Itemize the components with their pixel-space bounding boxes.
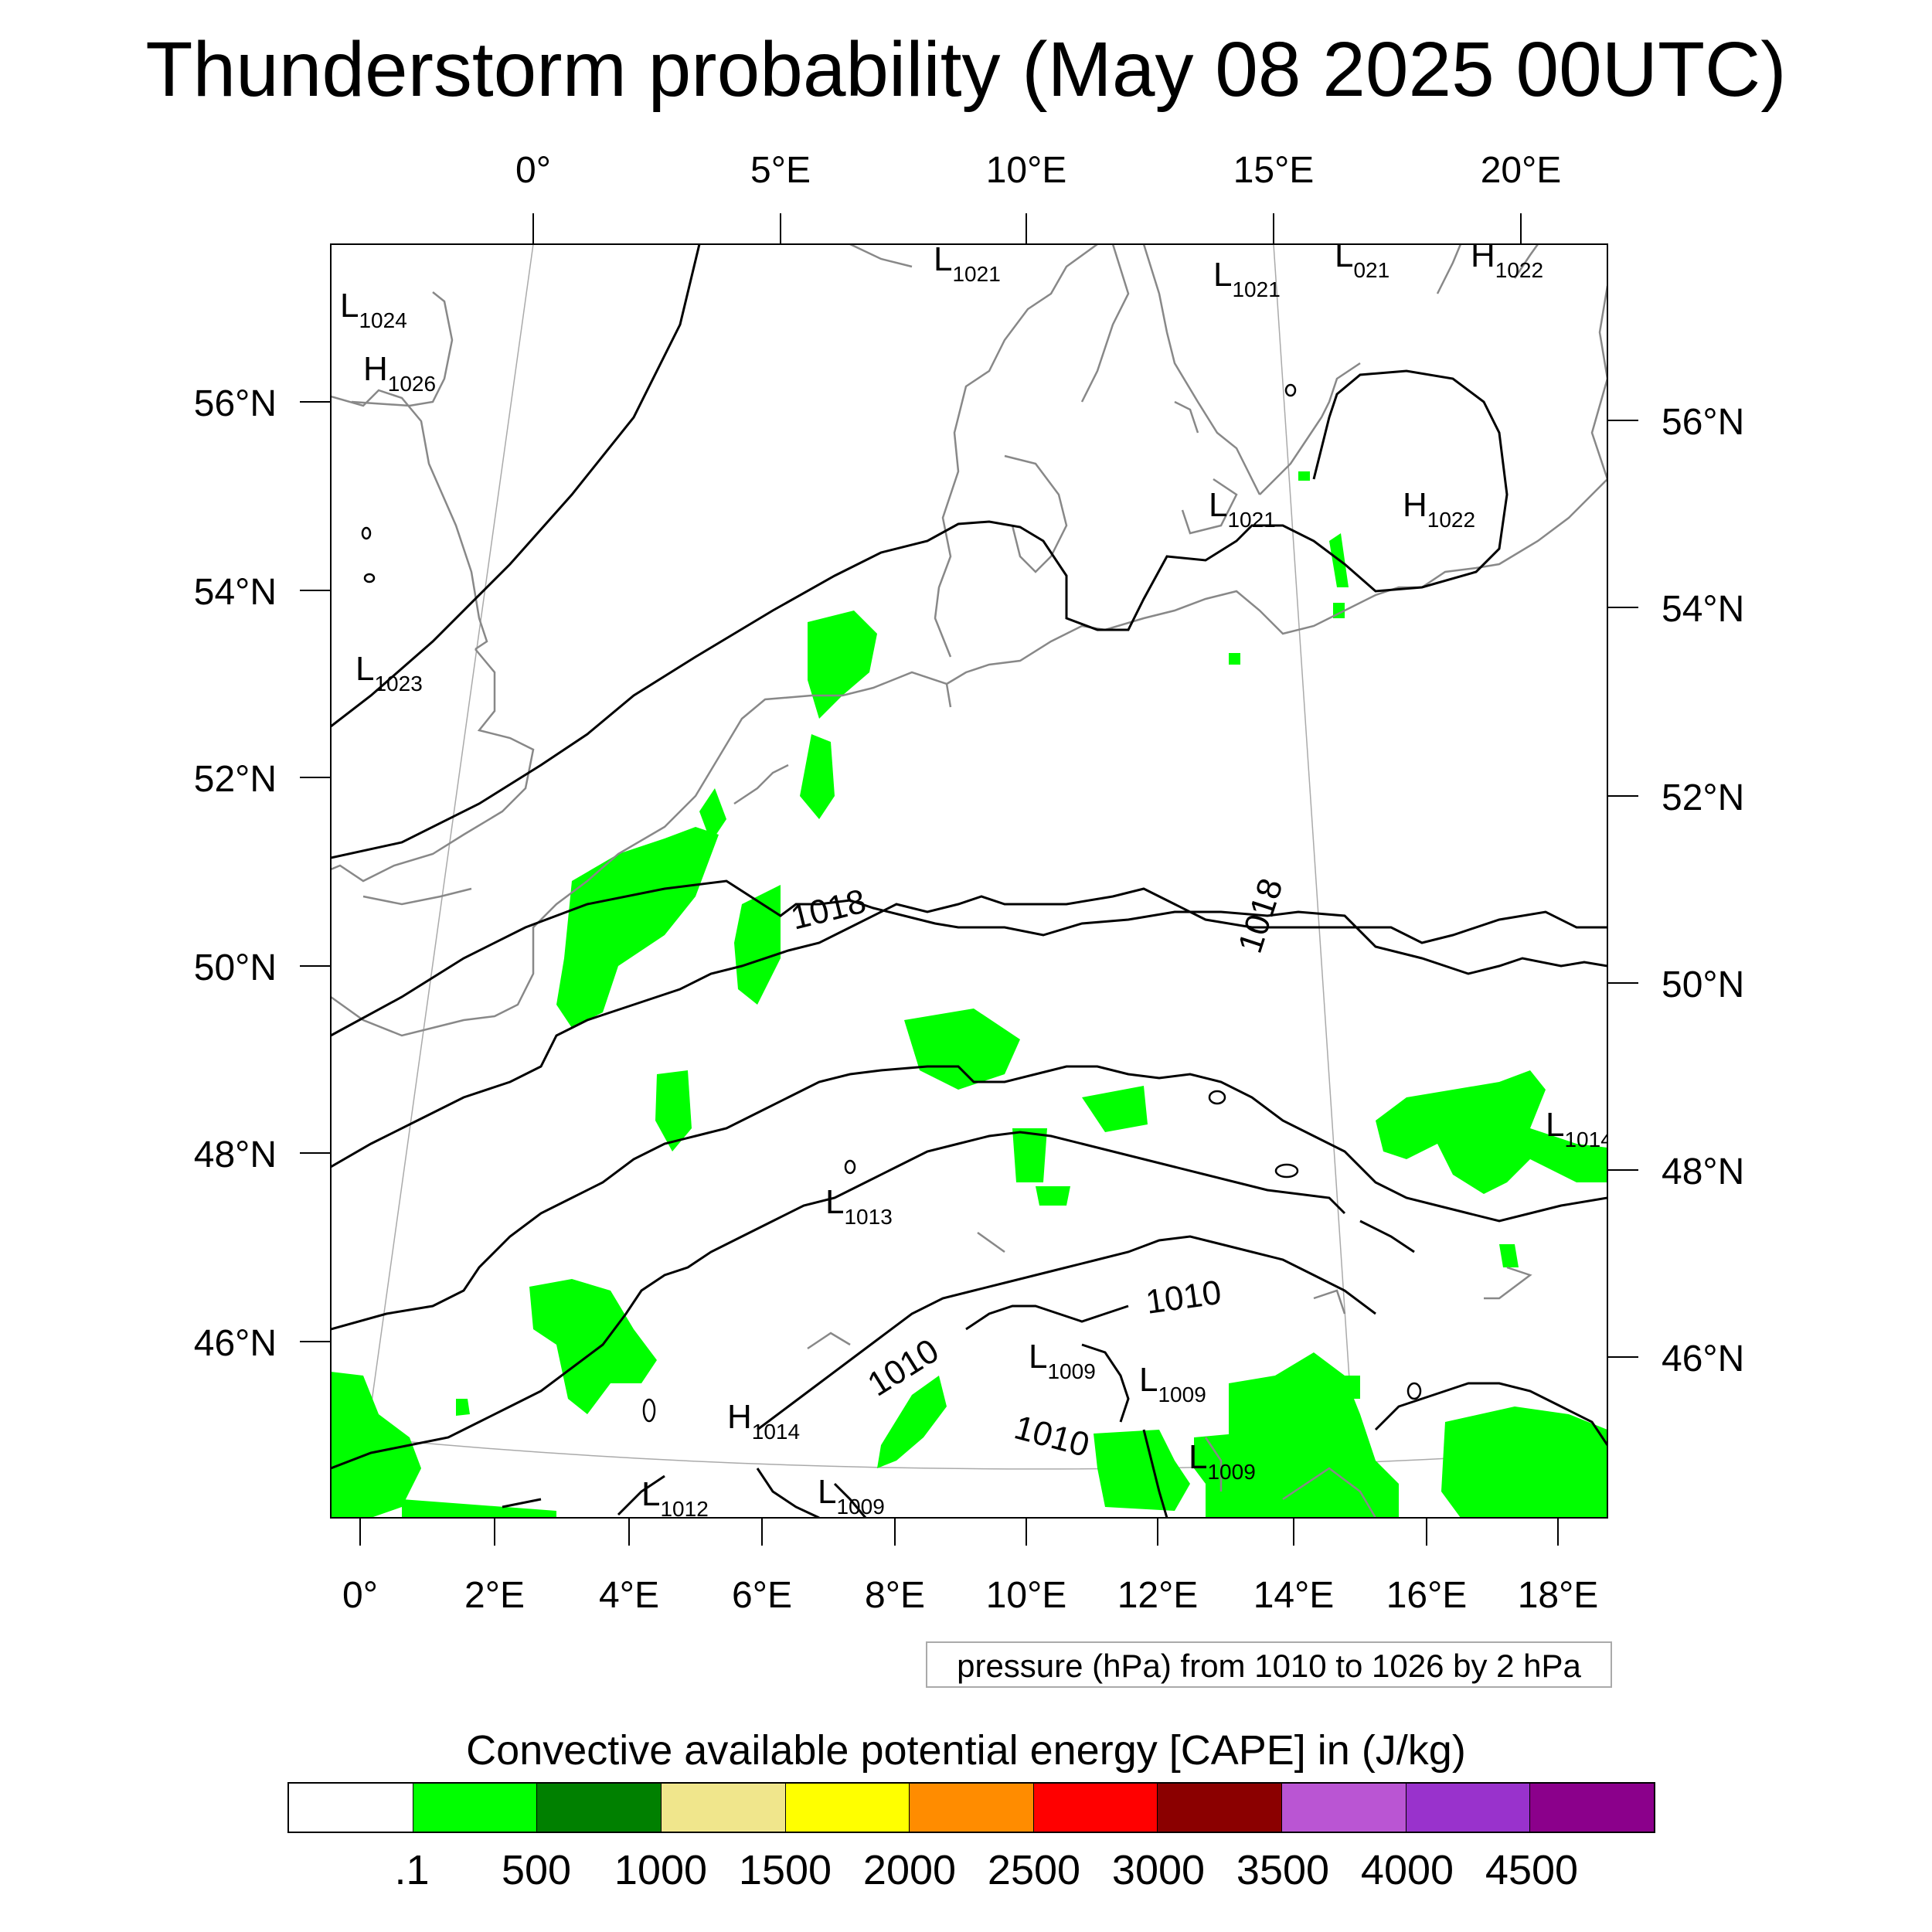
- pressure-center-label: L1009: [818, 1473, 885, 1519]
- lat-tick-label: 48°N: [1662, 1151, 1744, 1192]
- left-lat-labels: 56°N 54°N 52°N 50°N 48°N 46°N: [194, 383, 277, 1364]
- lat-tick-label: 54°N: [1662, 589, 1744, 630]
- right-lat-ticks: [1607, 420, 1638, 1358]
- lat-tick-label: 54°N: [194, 572, 277, 613]
- colorbar-label: 3000: [1111, 1847, 1206, 1893]
- pressure-center-label: L1021: [934, 240, 1001, 286]
- colorbar-segment: [1282, 1784, 1406, 1832]
- colorbar-label: .1: [394, 1847, 430, 1893]
- lon-tick-label: 12°E: [1117, 1575, 1199, 1616]
- pressure-center-label: L1012: [641, 1475, 709, 1521]
- isobar-loops: [361, 383, 1422, 1423]
- pressure-center-label: L1009: [1189, 1438, 1256, 1484]
- pressure-legend: pressure (hPa) from 1010 to 1026 by 2 hP…: [926, 1641, 1612, 1688]
- pressure-center-label: L1013: [825, 1183, 893, 1229]
- colorbar-segment: [1406, 1784, 1531, 1832]
- colorbar-segment: [1158, 1784, 1283, 1832]
- colorbar-label: 4500: [1485, 1847, 1579, 1893]
- colorbar-segment: [785, 1784, 910, 1832]
- lat-tick-label: 50°N: [194, 947, 277, 988]
- coastlines: [331, 244, 1607, 1518]
- lon-tick-label: 5°E: [750, 150, 811, 191]
- colorbar-label: 2500: [987, 1847, 1081, 1893]
- colorbar-segment: [289, 1784, 413, 1832]
- top-lon-ticks: [532, 213, 1522, 244]
- lon-tick-label: 8°E: [865, 1575, 925, 1616]
- left-lat-ticks: [300, 401, 331, 1342]
- lon-tick-label: 18°E: [1518, 1575, 1599, 1616]
- lat-tick-label: 50°N: [1662, 964, 1744, 1005]
- colorbar-segment: [413, 1784, 538, 1832]
- pressure-center-label: L1021: [1213, 256, 1281, 301]
- lat-tick-label: 46°N: [194, 1323, 277, 1364]
- pressure-center-label: L1021: [1209, 486, 1276, 532]
- pressure-center-label: L1009: [1139, 1361, 1206, 1406]
- lon-tick-label: 6°E: [732, 1575, 792, 1616]
- map-title: Thunderstorm probability (May 08 2025 00…: [145, 26, 1787, 113]
- colorbar-label: 1500: [738, 1847, 832, 1893]
- colorbar-label: 4000: [1360, 1847, 1454, 1893]
- colorbar-title: Convective available potential energy [C…: [466, 1727, 1466, 1774]
- pressure-center-label: L021: [1335, 236, 1389, 282]
- bottom-lon-labels: 0° 2°E 4°E 6°E 8°E 10°E 12°E 14°E 16°E 1…: [342, 1575, 1598, 1616]
- lat-tick-label: 48°N: [194, 1134, 277, 1175]
- colorbar-label: 3500: [1236, 1847, 1330, 1893]
- lon-tick-label: 15°E: [1233, 150, 1315, 191]
- lat-tick-label: 46°N: [1662, 1338, 1744, 1379]
- colorbar-segment: [661, 1784, 786, 1832]
- bottom-lon-ticks: [359, 1518, 1559, 1546]
- colorbar-label: 1000: [614, 1847, 708, 1893]
- lon-tick-label: 16°E: [1386, 1575, 1468, 1616]
- top-lon-labels: 0° 5°E 10°E 15°E 20°E: [515, 150, 1561, 191]
- pressure-center-label: L1009: [1029, 1338, 1096, 1383]
- lat-tick-label: 52°N: [194, 759, 277, 800]
- colorbar-segment: [1033, 1784, 1158, 1832]
- lat-tick-label: 56°N: [194, 383, 277, 424]
- plot-frame: [330, 243, 1608, 1519]
- pressure-center-label: L1014: [1546, 1106, 1613, 1151]
- lon-tick-label: 10°E: [986, 1575, 1067, 1616]
- colorbar-segment: [537, 1784, 662, 1832]
- lat-tick-label: 52°N: [1662, 777, 1744, 818]
- graticule: [331, 244, 1607, 1518]
- lon-tick-label: 0°: [515, 150, 551, 191]
- cape-areas: [331, 471, 1607, 1518]
- pressure-center-label: H1022: [1471, 236, 1543, 282]
- lon-tick-label: 10°E: [986, 150, 1067, 191]
- pressure-center-label: H1022: [1403, 486, 1475, 532]
- pressure-center-label: L1023: [355, 650, 423, 696]
- map-plot-area: L1021 L1021 L021 H1022 L1024 H1026 L1023…: [331, 236, 1613, 1521]
- isobars: [331, 244, 1607, 1518]
- lon-tick-label: 20°E: [1481, 150, 1562, 191]
- lon-tick-label: 4°E: [599, 1575, 659, 1616]
- right-lat-labels: 56°N 54°N 52°N 50°N 48°N 46°N: [1662, 402, 1744, 1379]
- pressure-centers: L1021 L1021 L021 H1022 L1024 H1026 L1023…: [340, 236, 1613, 1521]
- pressure-center-label: H1026: [363, 350, 436, 396]
- colorbar-segment: [1530, 1784, 1655, 1832]
- colorbar-label: 500: [501, 1847, 572, 1893]
- pressure-center-label: L1024: [340, 287, 407, 332]
- lon-tick-label: 14°E: [1253, 1575, 1335, 1616]
- lon-tick-label: 0°: [342, 1575, 378, 1616]
- lat-tick-label: 56°N: [1662, 402, 1744, 443]
- colorbar-label: 2000: [862, 1847, 957, 1893]
- pressure-center-label: H1014: [727, 1398, 800, 1444]
- colorbar: [287, 1782, 1655, 1833]
- colorbar-segment: [910, 1784, 1034, 1832]
- lon-tick-label: 2°E: [464, 1575, 525, 1616]
